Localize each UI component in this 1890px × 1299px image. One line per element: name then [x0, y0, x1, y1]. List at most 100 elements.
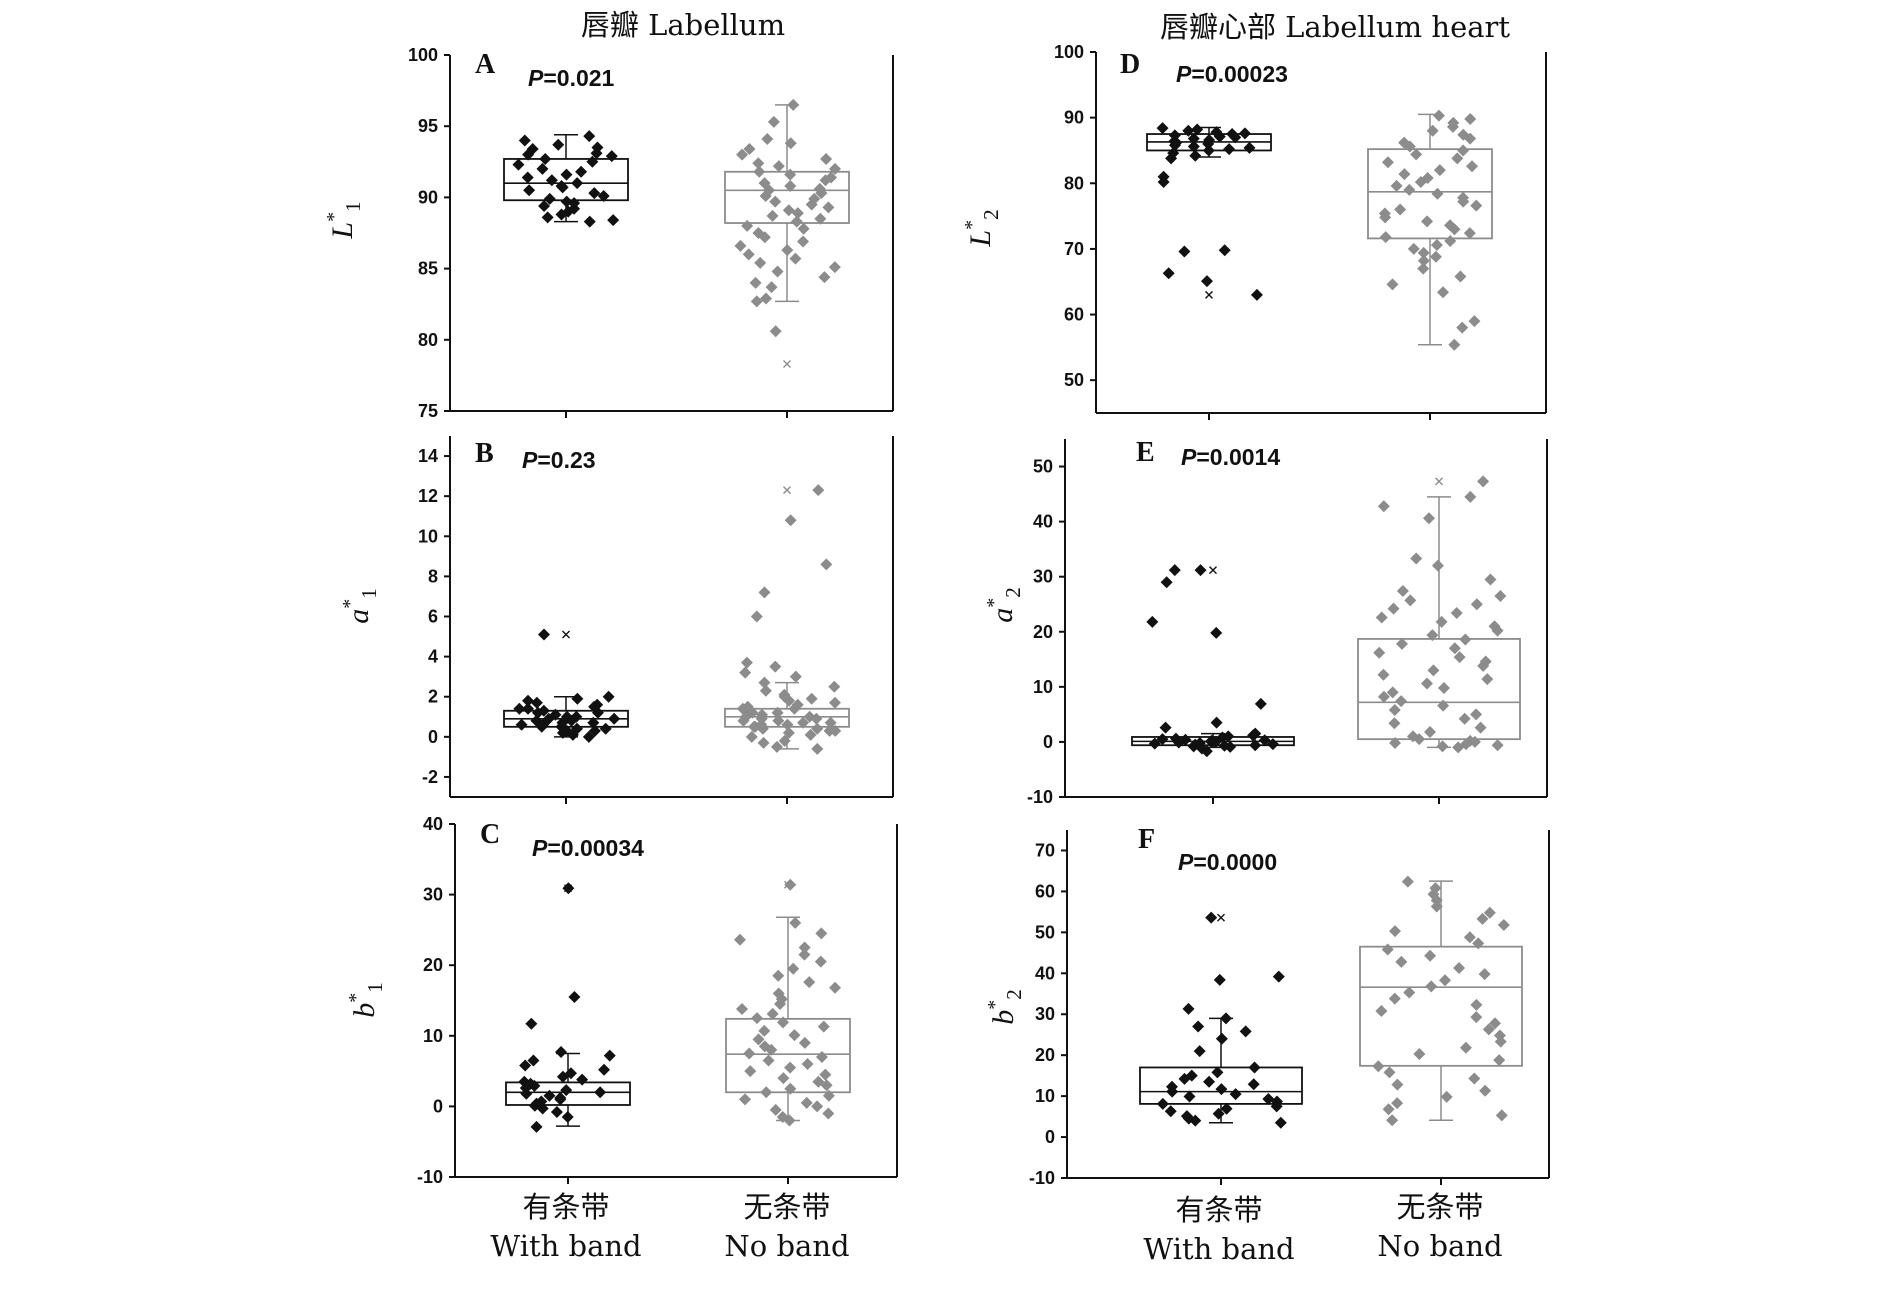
data-point-diamond: [820, 152, 833, 165]
box-iqr: [1357, 638, 1521, 741]
data-point-diamond: [530, 696, 543, 709]
panel-letter: F: [1138, 824, 1155, 855]
data-point-diamond: [771, 265, 784, 278]
data-point-diamond: [519, 1059, 532, 1072]
outlier-marker: [564, 884, 572, 893]
box-iqr: [1359, 945, 1523, 1067]
data-point-diamond: [1470, 708, 1483, 721]
data-point-diamond: [1463, 931, 1476, 944]
data-point-diamond: [1249, 739, 1262, 752]
data-point-diamond: [822, 201, 835, 214]
data-point-diamond: [769, 195, 782, 208]
data-point-diamond: [1272, 970, 1285, 983]
data-point-diamond: [769, 660, 782, 673]
data-point-diamond: [749, 276, 762, 289]
data-point-diamond: [1456, 321, 1469, 334]
data-point-diamond: [1391, 1097, 1404, 1110]
data-point-diamond: [1457, 195, 1470, 208]
data-point-diamond: [603, 1049, 616, 1062]
data-point-diamond: [1437, 699, 1450, 712]
data-point-diamond: [1388, 703, 1401, 716]
y-tick-label: 40: [423, 814, 443, 834]
data-point-diamond: [1377, 668, 1390, 681]
panel-c: -10 0 10 20 30 40 C P=0.00034 b*1: [345, 814, 898, 1187]
data-point-diamond: [817, 1020, 830, 1033]
data-point-diamond: [752, 1033, 765, 1046]
data-point-diamond: [760, 1086, 773, 1099]
data-point-diamond: [1213, 973, 1226, 986]
data-point-diamond: [1424, 949, 1437, 962]
data-point-diamond: [774, 998, 787, 1011]
data-point-diamond: [738, 1093, 751, 1106]
y-tick-label: 0: [433, 1096, 443, 1116]
data-point-diamond: [1484, 573, 1497, 586]
outlier-marker: [1209, 566, 1217, 575]
panel-f: -10 0 10 20 30 40 50 60 70 F P=0.0000 b*2: [984, 824, 1550, 1188]
data-point-diamond: [1458, 712, 1471, 725]
data-point-diamond: [1410, 148, 1423, 161]
data-point-diamond: [545, 174, 558, 187]
data-point-diamond: [828, 696, 841, 709]
data-point-diamond: [1477, 659, 1490, 672]
data-point-diamond: [798, 941, 811, 954]
data-point-diamond: [1494, 589, 1507, 602]
y-axis-label: b*2: [984, 989, 1026, 1025]
data-point-diamond: [536, 162, 549, 175]
data-point-diamond: [759, 189, 772, 202]
data-point-diamond: [767, 115, 780, 128]
data-point-diamond: [758, 586, 771, 599]
data-point-diamond: [815, 1050, 828, 1063]
data-point-diamond: [782, 204, 795, 217]
y-tick-label: -10: [1029, 1168, 1055, 1188]
p-value-label: P=0.0000: [1178, 849, 1277, 875]
data-point-diamond: [758, 676, 771, 689]
data-point-diamond: [1156, 1097, 1169, 1110]
data-point-diamond: [781, 244, 794, 257]
box-iqr: [1367, 148, 1493, 240]
data-point-diamond: [765, 1043, 778, 1056]
data-point-diamond: [1377, 500, 1390, 513]
data-point-diamond: [1398, 168, 1411, 181]
data-point-diamond: [550, 1106, 563, 1119]
data-point-diamond: [770, 740, 783, 753]
data-point-diamond: [543, 1089, 556, 1102]
box-iqr: [725, 1017, 851, 1094]
data-point-diamond: [784, 514, 797, 527]
y-tick-label: 50: [1033, 457, 1053, 477]
data-point-diamond: [1426, 124, 1439, 137]
y-tick-label: 50: [1064, 370, 1084, 390]
p-value-label: P=0.00034: [532, 835, 644, 861]
data-point-diamond: [556, 1070, 569, 1083]
data-point-diamond: [1450, 607, 1463, 620]
data-point-diamond: [1468, 1072, 1481, 1085]
outlier-marker: [1205, 290, 1213, 299]
data-point-diamond: [1191, 123, 1204, 136]
data-point-diamond: [1413, 1047, 1426, 1060]
data-point-diamond: [739, 666, 752, 679]
data-point-diamond: [522, 702, 535, 715]
y-tick-label: 70: [1064, 239, 1084, 259]
data-point-diamond: [742, 248, 755, 261]
data-point-diamond: [819, 1068, 832, 1081]
data-point-diamond: [1377, 690, 1390, 703]
data-point-diamond: [1373, 646, 1386, 659]
data-point-diamond: [1464, 490, 1477, 503]
data-point-diamond: [1453, 651, 1466, 664]
data-point-diamond: [784, 180, 797, 193]
y-tick-label: 0: [1045, 1127, 1055, 1147]
data-point-diamond: [1375, 1004, 1388, 1017]
data-point-diamond: [1448, 223, 1461, 236]
data-point-diamond: [1203, 1075, 1216, 1088]
data-point-diamond: [536, 1102, 549, 1115]
data-point-diamond: [1379, 211, 1392, 224]
data-point-diamond: [1178, 1072, 1191, 1085]
data-point-diamond: [1178, 245, 1191, 258]
data-point-diamond: [1387, 602, 1400, 615]
data-point-diamond: [1451, 152, 1464, 165]
category-labels-right: 有条带 With band 无条带 No band: [1143, 1190, 1502, 1266]
data-point-diamond: [1382, 1103, 1395, 1116]
outlier-marker: [562, 630, 570, 639]
data-point-diamond: [554, 1093, 567, 1106]
data-point-diamond: [784, 168, 797, 181]
